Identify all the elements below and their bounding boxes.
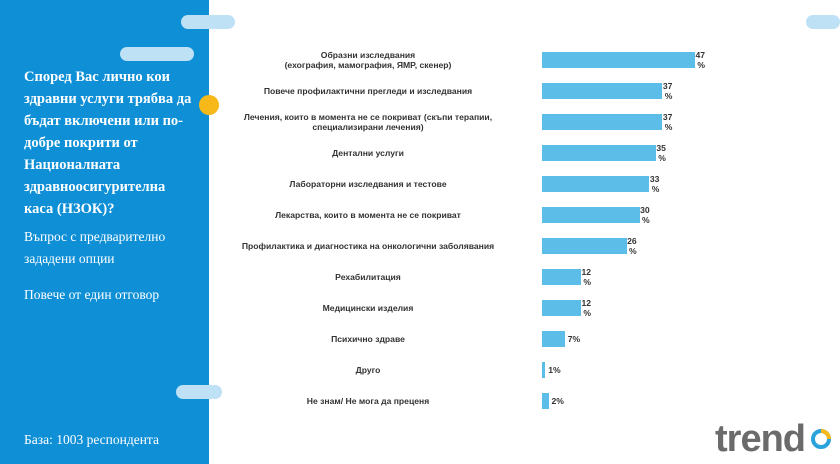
category-label: Медицински изделия bbox=[322, 303, 414, 313]
trend-logo: trend bbox=[715, 418, 806, 460]
bar bbox=[542, 207, 640, 223]
category-label: Лекарства, които в момента не се покрива… bbox=[275, 210, 461, 220]
decor-pill bbox=[181, 15, 235, 29]
value-label: 33% bbox=[649, 174, 660, 194]
category-label: Образни изследвания (ехография, мамографи… bbox=[284, 50, 452, 70]
value-label: 7% bbox=[567, 334, 581, 344]
value-label: 2% bbox=[551, 396, 564, 406]
category-label: Лечения, които в момента не се покриват … bbox=[243, 112, 493, 132]
value-label: 35% bbox=[656, 143, 666, 163]
value-label: 26% bbox=[627, 236, 637, 256]
category-label: Повече профилактични прегледи и изследва… bbox=[263, 86, 473, 96]
accent-dot bbox=[199, 95, 219, 115]
bar bbox=[542, 52, 695, 68]
sidebar: Според Вас лично кои здравни услуги тряб… bbox=[0, 0, 209, 464]
value-label: 12% bbox=[581, 298, 592, 318]
value-label: 47% bbox=[695, 50, 705, 70]
category-label: Друго bbox=[355, 365, 381, 375]
value-label: 37% bbox=[662, 112, 673, 132]
category-label: Не знам/ Не мога да преценя bbox=[306, 396, 430, 406]
category-label: Лабораторни изследвания и тестове bbox=[289, 179, 447, 189]
category-label: Рехабилитация bbox=[335, 272, 401, 282]
bar bbox=[542, 300, 582, 316]
decor-pill bbox=[806, 15, 840, 29]
bar bbox=[542, 176, 650, 192]
bar bbox=[542, 269, 582, 285]
bar bbox=[542, 362, 546, 378]
decor-pill bbox=[176, 385, 222, 399]
base-note: База: 1003 респондента bbox=[24, 432, 159, 447]
question-note: Въпрос с предварително зададени опции bbox=[24, 229, 166, 266]
category-label: Профилактика и диагностика на онкологичн… bbox=[241, 241, 495, 251]
decor-pill bbox=[120, 47, 194, 61]
bar bbox=[542, 114, 663, 130]
bar bbox=[542, 393, 549, 409]
value-label: 37% bbox=[662, 81, 673, 101]
logo-mark-icon bbox=[811, 429, 831, 449]
value-label: 30% bbox=[640, 205, 650, 225]
category-label: Психично здраве bbox=[331, 334, 405, 344]
value-label: 12% bbox=[581, 267, 592, 287]
bar bbox=[542, 145, 656, 161]
bar bbox=[542, 331, 565, 347]
answer-note: Повече от един отговор bbox=[24, 287, 160, 302]
category-label: Дентални услуги bbox=[332, 148, 404, 158]
question-text: Според Вас лично кои здравни услуги тряб… bbox=[24, 69, 192, 217]
value-label: 1% bbox=[548, 365, 561, 375]
bar bbox=[542, 83, 663, 99]
bar bbox=[542, 238, 627, 254]
